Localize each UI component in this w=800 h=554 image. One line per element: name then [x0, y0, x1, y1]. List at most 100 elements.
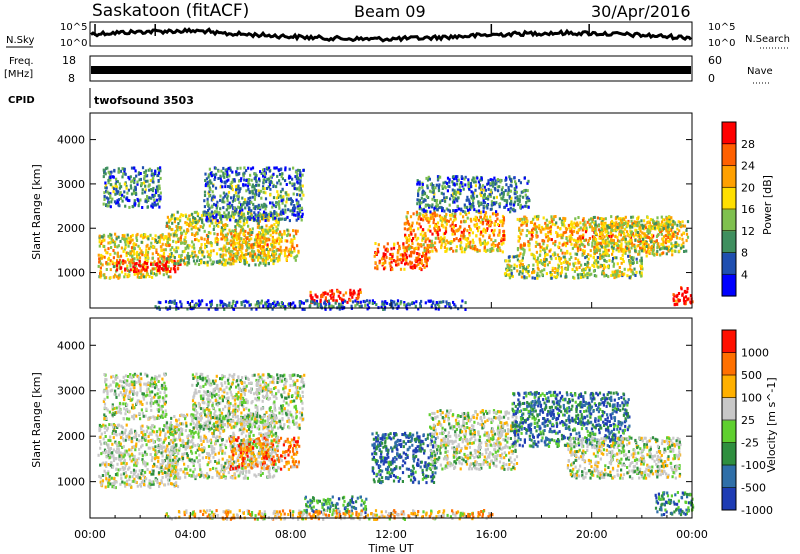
heat-cell [607, 248, 610, 252]
heat-cell [267, 261, 270, 265]
heat-cell [640, 256, 643, 260]
heat-cell [209, 241, 212, 244]
heat-cell [115, 275, 119, 279]
heat-cell [132, 205, 135, 209]
heat-cell [422, 208, 426, 212]
heat-cell [209, 300, 212, 304]
heat-cell [330, 296, 333, 300]
heat-cell [542, 259, 545, 263]
heat-cell [340, 302, 343, 306]
heat-cell [472, 217, 476, 221]
heat-cell [425, 252, 428, 256]
heat-cell [428, 224, 431, 228]
heat-cell [258, 243, 261, 247]
heat-cell [108, 236, 111, 240]
heat-cell [574, 217, 577, 221]
heat-cell [155, 251, 158, 254]
heat-cell [133, 199, 136, 203]
heat-cell [592, 227, 596, 231]
heat-cell [665, 252, 668, 256]
heat-cell [403, 227, 406, 231]
heat-cell [108, 262, 111, 266]
heat-cell [592, 216, 595, 219]
heat-cell [457, 239, 460, 243]
heat-cell [575, 230, 579, 234]
heat-cell [455, 177, 458, 181]
heat-cell [238, 248, 241, 251]
heat-cell [209, 172, 212, 175]
heat-cell [213, 232, 216, 236]
heat-cell [448, 178, 451, 182]
heat-cell [551, 222, 554, 226]
heat-cell [242, 212, 245, 216]
heat-cell [278, 173, 282, 176]
heat-cell [117, 190, 120, 194]
heat-cell [530, 230, 533, 234]
heat-cell [584, 238, 587, 242]
heat-cell [441, 224, 444, 228]
heat-cell [204, 242, 207, 246]
heat-cell [538, 242, 541, 246]
heat-cell [468, 231, 471, 235]
heat-cell [388, 257, 391, 261]
heat-cell [257, 244, 260, 248]
heat-cell [124, 260, 127, 264]
heat-cell [107, 170, 110, 174]
heat-cell [138, 256, 142, 260]
heat-cell [260, 301, 263, 305]
heat-cell [230, 243, 233, 247]
heat-cell [124, 272, 127, 276]
heat-cell [562, 242, 565, 246]
heat-cell [284, 210, 287, 214]
heat-cell [268, 181, 271, 184]
heat-cell [575, 239, 578, 243]
heat-cell [280, 175, 283, 178]
heat-cell [640, 274, 643, 278]
heat-cell [657, 232, 660, 236]
heat-cell [617, 249, 620, 253]
cpid-label: CPID [8, 95, 35, 106]
heat-cell [134, 264, 137, 268]
heat-cell [598, 249, 601, 253]
heat-cell [674, 249, 677, 253]
heat-cell [421, 191, 424, 195]
heat-cell [575, 243, 578, 247]
heat-cell [389, 252, 392, 256]
heat-cell [512, 203, 515, 207]
heat-cell [399, 302, 402, 306]
heat-cell [154, 234, 157, 238]
heat-cell [505, 183, 508, 187]
heat-cell [565, 237, 568, 240]
heat-cell [507, 255, 510, 259]
heat-cell [184, 232, 187, 236]
heat-cell [98, 257, 101, 261]
heat-cell [558, 217, 561, 221]
heat-cell [115, 189, 118, 193]
heat-cell [140, 240, 143, 244]
heat-cell [143, 174, 146, 178]
heat-cell [527, 240, 530, 244]
heat-cell [146, 256, 149, 260]
heat-cell [652, 243, 655, 247]
heat-cell [639, 240, 642, 244]
heat-cell [518, 263, 521, 267]
heat-cell [99, 262, 103, 266]
heat-cell [221, 200, 224, 204]
heat-cell [224, 261, 227, 265]
heat-cell [490, 221, 493, 224]
heat-cell [295, 232, 298, 236]
heat-cell [112, 275, 115, 279]
heat-cell [220, 237, 223, 241]
heat-cell [224, 168, 228, 172]
heat-cell [291, 239, 294, 242]
heat-cell [181, 241, 184, 245]
heat-cell [600, 217, 603, 220]
heat-cell [476, 249, 479, 253]
heat-cell [444, 243, 447, 246]
heat-cell [171, 221, 174, 225]
heat-cell [412, 237, 415, 240]
heat-cell [275, 196, 278, 200]
heat-cell [639, 225, 642, 229]
heat-cell [410, 224, 414, 228]
heat-cell [409, 225, 412, 229]
